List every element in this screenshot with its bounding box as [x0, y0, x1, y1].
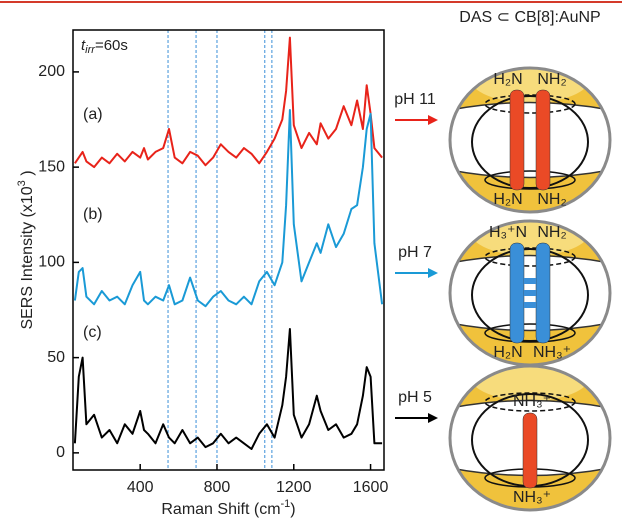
gap [450, 102, 610, 178]
top-edge [450, 399, 610, 409]
ring-bottom [484, 323, 576, 343]
condition-label: pH 11 [394, 91, 436, 108]
capsule [450, 221, 610, 365]
ring-top [484, 247, 576, 267]
condition-label: pH 7 [398, 244, 432, 261]
group-label: NH₃⁺ [513, 489, 551, 506]
capsule [450, 68, 610, 212]
bottom-edge [450, 322, 610, 332]
y-axis-label: SERS Intensity (x103 ) [16, 170, 36, 329]
y-tick-label: 150 [38, 158, 65, 175]
top-edge [450, 101, 610, 111]
plot-frame [72, 29, 385, 471]
ring-top [484, 94, 576, 114]
x-tick-label: 1600 [353, 479, 389, 496]
group-label: H₂N [493, 191, 522, 208]
x-axis-label: Raman Shift (cm-1) [161, 498, 295, 518]
x-tick-label: 400 [127, 479, 154, 496]
y-tick-label: 100 [38, 254, 65, 271]
group-label: NH₂ [537, 191, 566, 208]
molecule-rod [535, 89, 551, 191]
annotation-part: =60s [95, 37, 128, 54]
molecule-rod [522, 412, 538, 489]
series-label: (c) [83, 324, 102, 341]
ring [471, 95, 589, 189]
bottom-edge [450, 169, 610, 179]
molecule-rod [509, 89, 525, 191]
ring-top [484, 392, 576, 412]
arrow-head [428, 268, 438, 278]
hydrogen-bond [524, 278, 536, 284]
x-axis-label-part: -1 [281, 498, 291, 510]
y-axis-label-part: SERS Intensity (x10 [19, 186, 36, 329]
sphere-outline [448, 66, 612, 214]
y-tick-label: 0 [56, 444, 65, 461]
y-tick-label: 50 [47, 349, 65, 366]
ring [471, 248, 589, 342]
sphere-outline [448, 364, 612, 512]
spectrum-line [73, 109, 384, 308]
group-label: NH₃⁺ [533, 344, 571, 361]
group-label: H₂N [493, 344, 522, 361]
group-label: H₃⁺N [489, 224, 527, 241]
arrow-head [428, 413, 438, 423]
top-edge [450, 254, 610, 264]
molecule-rod [509, 242, 525, 344]
series-label: (a) [83, 106, 103, 123]
spectrum-line [73, 328, 383, 450]
y-axis-label-part: ) [19, 170, 36, 180]
hydrogen-bond [524, 290, 536, 296]
group-label: H₂N [493, 71, 522, 88]
diagram-title: DAS ⊂ CB[8]:AuNP [459, 9, 600, 26]
x-tick-label: 800 [204, 479, 231, 496]
gold-highlight [470, 366, 590, 401]
arrow-head [428, 115, 438, 125]
ring-bottom [484, 170, 576, 190]
group-label: NH₂ [537, 71, 566, 88]
x-axis-label-part: Raman Shift (cm [161, 501, 280, 518]
x-tick-label: 1200 [276, 479, 312, 496]
y-axis-label-part: 3 [16, 180, 28, 186]
gold-highlight [470, 68, 590, 103]
series-label: (b) [83, 206, 103, 223]
condition-label: pH 5 [398, 389, 432, 406]
y-tick-label: 200 [38, 63, 65, 80]
annotation-part: irr [85, 44, 96, 56]
gold-highlight [470, 221, 590, 256]
group-label: NH₂ [537, 224, 566, 241]
spectrum-line [74, 36, 383, 169]
group-label: NH₃⁺ [513, 393, 551, 410]
hydrogen-bond [524, 302, 536, 308]
molecule-rod [535, 242, 551, 344]
x-axis-label-part: ) [290, 501, 295, 518]
annotation: tirr=60s [81, 37, 128, 56]
annotation-part: t [81, 37, 86, 54]
